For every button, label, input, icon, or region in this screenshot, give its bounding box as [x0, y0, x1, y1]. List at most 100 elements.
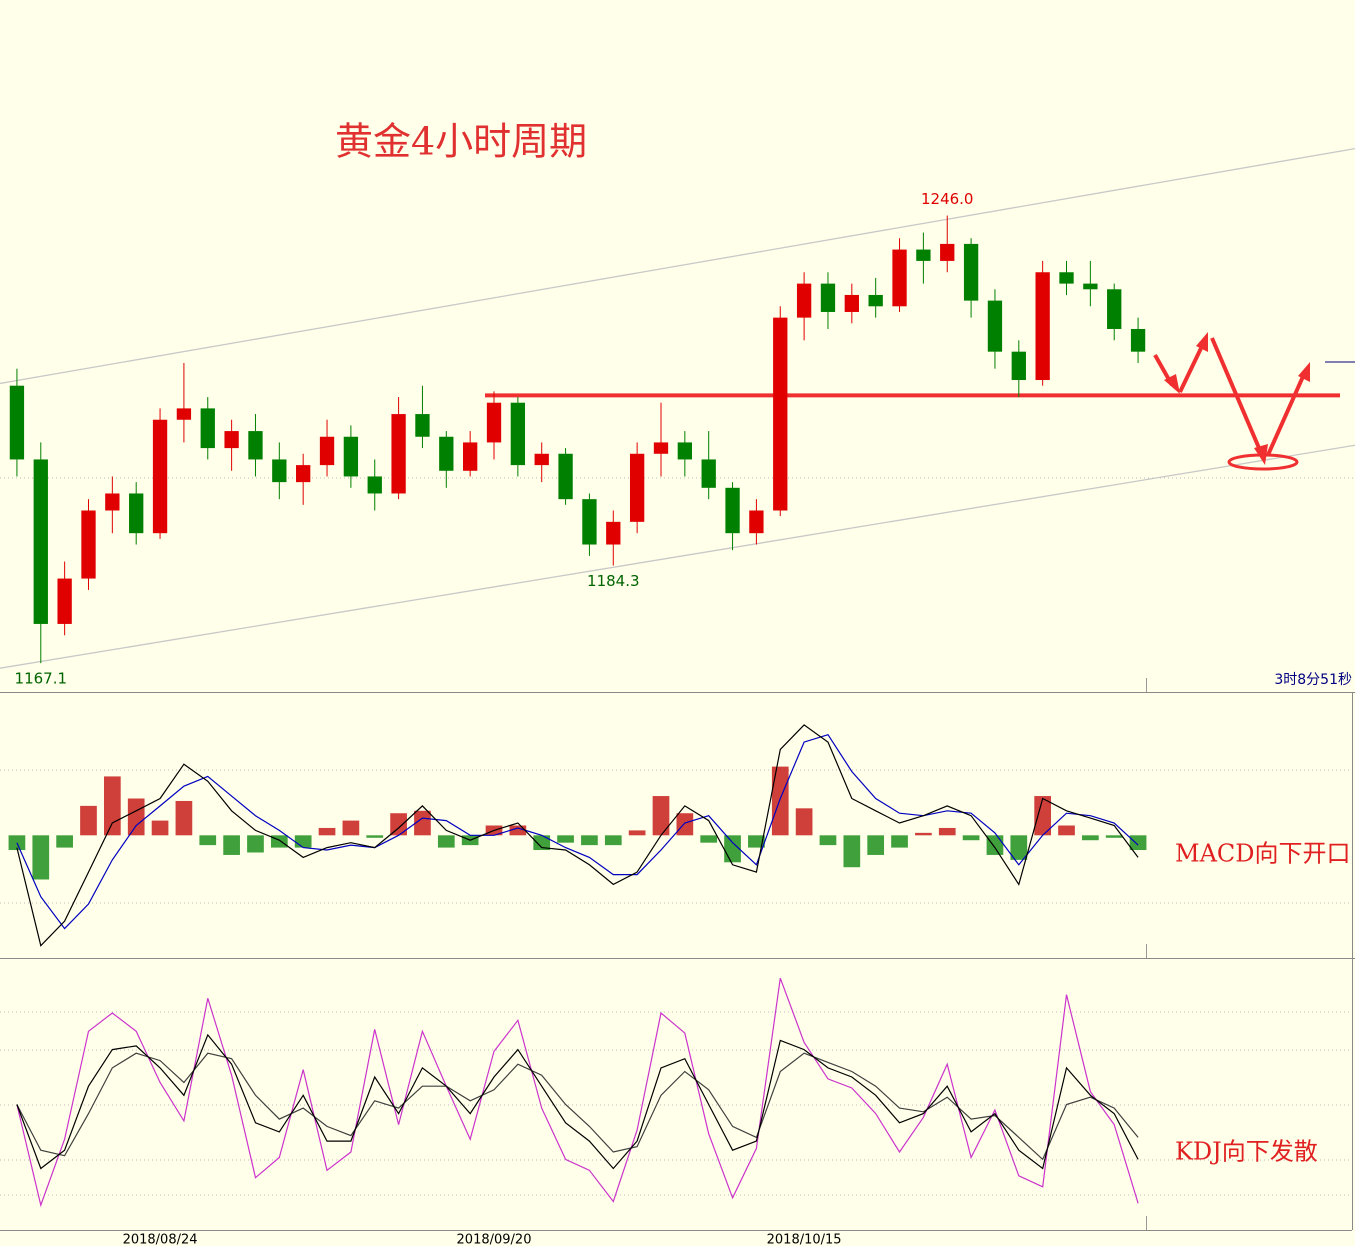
- macd-bar: [581, 835, 598, 846]
- macd-bar: [891, 835, 908, 848]
- candle-body: [749, 510, 764, 534]
- channel-line: [0, 444, 1355, 669]
- x-tick-label: 2018/08/24: [123, 1233, 198, 1246]
- kdj-note: KDJ向下发散: [1175, 1138, 1318, 1166]
- arrow-head: [1196, 332, 1208, 352]
- macd-bar: [223, 835, 240, 855]
- candle-body: [105, 493, 120, 511]
- candle-body: [582, 499, 597, 545]
- macd-bar: [151, 820, 169, 836]
- candle-body: [1059, 272, 1074, 284]
- candle-body: [33, 459, 48, 624]
- candle-body: [701, 459, 716, 488]
- candle-body: [725, 487, 740, 534]
- candle-body: [272, 459, 287, 483]
- macd-bar: [80, 805, 97, 836]
- macd-bar: [938, 827, 956, 836]
- macd-bar: [795, 808, 813, 836]
- macd-bar: [342, 820, 360, 836]
- macd-bar: [604, 835, 622, 846]
- candle-body: [606, 521, 621, 545]
- candle-body: [176, 408, 192, 420]
- candle-body: [81, 510, 96, 579]
- macd-bar: [366, 835, 384, 838]
- candle-body: [534, 453, 549, 466]
- candle-body: [868, 294, 883, 307]
- price-annotation: 1184.3: [587, 572, 640, 590]
- macd-bar: [199, 835, 217, 846]
- macd-bar: [676, 813, 694, 836]
- macd-bar: [509, 825, 527, 836]
- arrow: [1178, 341, 1206, 393]
- arrow-head: [1298, 362, 1310, 382]
- macd-bar: [700, 835, 718, 843]
- candle-body: [439, 436, 454, 471]
- macd-bar: [771, 766, 789, 836]
- arrow: [1210, 337, 1264, 456]
- macd-bar: [103, 776, 121, 836]
- macd-bar: [390, 813, 407, 836]
- price-annotation: 1167.1: [15, 670, 68, 688]
- arrow-head: [1164, 374, 1180, 394]
- candle-body: [248, 431, 263, 460]
- macd-bar: [867, 835, 885, 855]
- macd-bar: [819, 835, 837, 846]
- candle-body: [677, 442, 692, 460]
- indicator-line: [16, 1052, 1139, 1161]
- macd-bar: [557, 835, 574, 843]
- candle-body: [940, 243, 955, 261]
- macd-bar: [414, 810, 431, 836]
- forecast-arrows: [1153, 337, 1307, 471]
- macd-bar: [318, 827, 336, 836]
- x-tick-label: 2018/10/15: [767, 1233, 842, 1246]
- candle-body: [224, 431, 239, 449]
- candle-body: [773, 317, 788, 511]
- candle-body: [343, 436, 359, 477]
- candle-body: [1130, 328, 1146, 352]
- macd-bar: [962, 835, 980, 841]
- macd-bar: [986, 835, 1004, 855]
- candle-body: [1011, 351, 1026, 381]
- macd-bar: [437, 835, 455, 848]
- candle-body: [653, 442, 669, 454]
- macd-bar: [1010, 835, 1028, 860]
- candle-body: [367, 476, 382, 494]
- macd-bar: [843, 835, 861, 868]
- macd-bar: [32, 835, 50, 880]
- candle-body: [1083, 283, 1098, 290]
- channel-line: [0, 147, 1355, 385]
- candle-body: [558, 453, 573, 500]
- candle-body: [844, 294, 859, 312]
- plot-layer: [0, 147, 1355, 1208]
- arrow: [1266, 371, 1307, 456]
- countdown: 3时8分51秒: [1274, 672, 1352, 688]
- macd-note: MACD向下开口: [1175, 840, 1351, 868]
- candle-body: [963, 243, 979, 301]
- candle-body: [629, 453, 645, 522]
- macd-bar: [652, 796, 670, 836]
- candle-body: [916, 249, 931, 261]
- indicator-line: [16, 977, 1139, 1208]
- candle-body: [152, 419, 168, 534]
- candle-body: [9, 385, 25, 460]
- candle-body: [987, 300, 1003, 352]
- candle-body: [796, 283, 812, 318]
- candle-body: [200, 408, 215, 449]
- candle-body: [1107, 289, 1122, 329]
- macd-bar: [724, 835, 741, 863]
- candle-body: [510, 402, 526, 466]
- macd-bar: [1034, 796, 1052, 836]
- candle-body: [463, 442, 478, 471]
- macd-bar: [175, 800, 193, 836]
- arrow-heads: [1164, 332, 1310, 465]
- chart-title: 黄金4小时周期: [335, 120, 587, 164]
- macd-bar: [628, 830, 646, 836]
- candle-body: [820, 283, 836, 312]
- macd-bar: [915, 832, 932, 836]
- candle-body: [129, 493, 144, 534]
- candle-body: [892, 249, 907, 307]
- candle-body: [296, 465, 311, 483]
- macd-bar: [127, 798, 145, 836]
